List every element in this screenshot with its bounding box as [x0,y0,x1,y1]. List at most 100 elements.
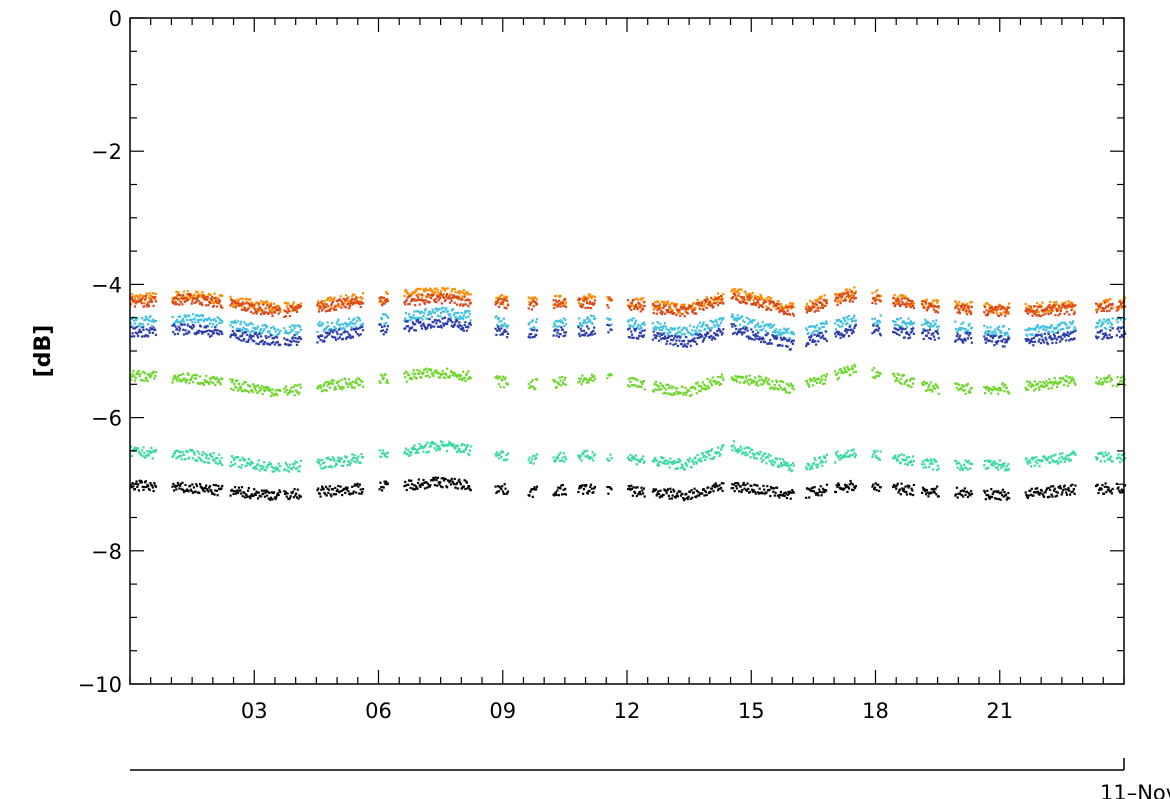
data-point [1024,310,1027,313]
data-point [1067,376,1070,379]
data-point [1032,310,1035,313]
data-point [768,323,771,326]
data-point [899,317,902,320]
data-point [272,394,276,397]
data-point [805,305,808,308]
data-point [806,309,809,313]
data-point [233,382,236,385]
data-point [837,376,841,379]
data-point [1065,323,1068,327]
data-point [748,299,751,302]
data-point [907,317,910,320]
data-point [356,296,359,299]
data-point [419,320,422,324]
data-point [694,387,697,391]
data-point [235,386,238,389]
data-point [719,453,722,456]
data-point [1049,325,1053,328]
data-point [264,324,267,327]
data-point [912,306,915,310]
data-point [348,463,352,467]
data-point [739,445,742,448]
data-point [173,374,176,377]
data-point [529,303,532,306]
data-point [706,377,709,381]
data-point [1031,340,1034,344]
data-point [326,309,329,312]
data-point [132,369,135,372]
data-point [1097,382,1100,385]
data-point [990,340,994,343]
data-point [680,307,683,310]
data-point [340,333,343,336]
data-point [411,372,414,375]
data-point [761,321,764,324]
data-point [633,456,636,459]
data-point [191,448,194,452]
data-point [427,288,430,292]
data-point [403,294,406,297]
data-point [495,376,498,379]
data-point [408,451,411,454]
data-point [379,299,382,302]
data-point [556,455,559,458]
data-point [263,328,266,331]
data-point [701,381,705,384]
data-point [698,329,701,332]
data-point [193,453,196,456]
data-point [176,379,179,382]
data-point [134,317,137,320]
data-point [564,376,567,379]
data-point [130,303,133,306]
data-point [459,290,462,293]
data-point [749,319,752,322]
data-point [250,335,254,338]
data-point [898,373,901,377]
data-point [237,465,241,468]
data-point [763,379,767,382]
data-point [431,308,434,311]
data-point [680,329,683,332]
data-point [966,384,969,387]
data-point [215,305,218,308]
data-point [430,315,433,319]
data-point [698,304,701,308]
data-point [378,380,381,383]
data-point [463,444,466,447]
data-point [806,308,809,311]
data-point [1050,338,1053,341]
data-point [358,319,362,322]
data-point [844,297,847,300]
data-point [219,462,222,465]
data-point [911,299,914,303]
data-point [926,307,929,311]
data-point [256,336,260,339]
data-point [999,311,1002,315]
data-point [426,313,430,316]
data-point [1107,304,1110,307]
data-point [924,383,927,386]
data-point [530,385,534,388]
data-point [230,387,233,390]
data-point [592,303,595,306]
data-point [269,304,273,307]
data-point [966,302,969,306]
data-point [344,294,348,297]
data-point [564,331,568,334]
data-point [417,293,421,296]
data-point [201,453,204,457]
data-point [561,301,564,305]
data-point [634,384,637,387]
data-point [1029,305,1033,308]
data-point [405,290,408,293]
data-point [183,323,186,326]
data-point [897,302,900,306]
data-point [494,453,497,456]
data-point [661,462,664,465]
data-point [407,373,411,376]
data-point [1100,383,1103,386]
data-point [1007,312,1010,315]
data-point [329,296,332,299]
data-point [299,326,302,329]
data-point [994,328,997,331]
